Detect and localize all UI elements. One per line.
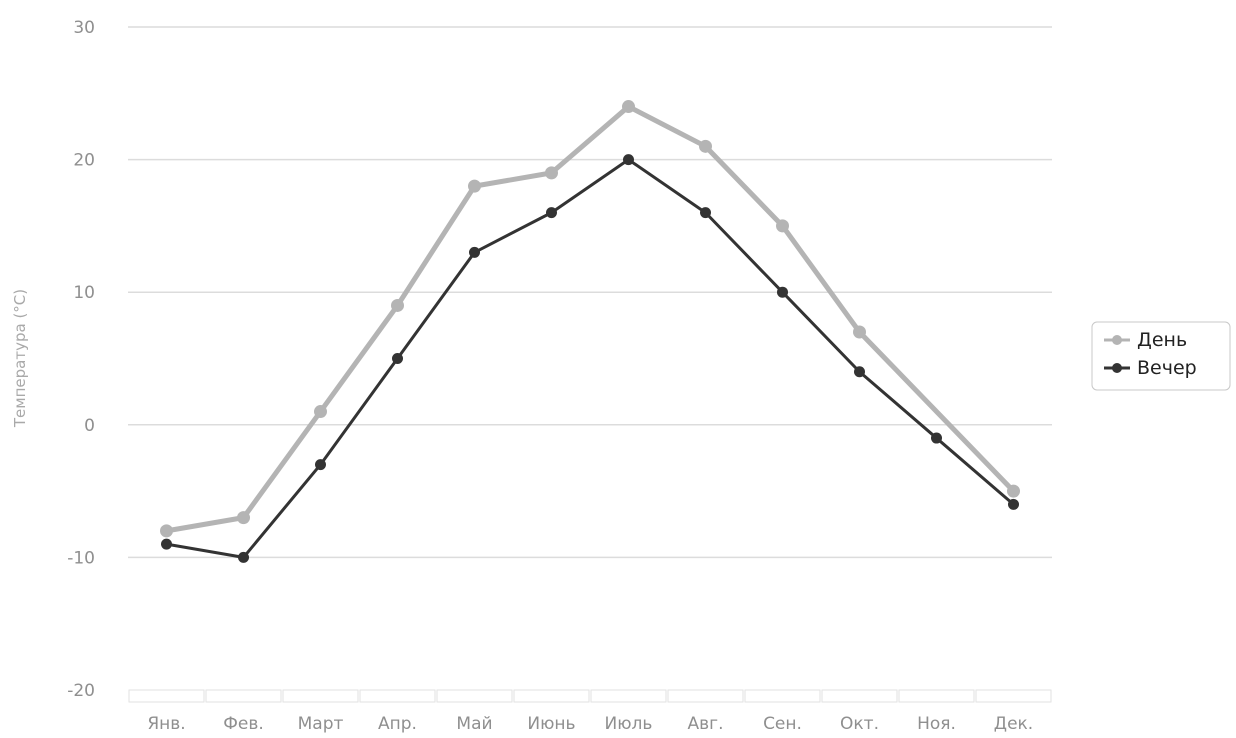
data-point[interactable] [1008, 498, 1019, 510]
x-category-band [205, 689, 282, 703]
data-point[interactable] [160, 524, 173, 538]
data-point[interactable] [468, 179, 481, 193]
x-tick-label: Янв. [147, 714, 185, 734]
data-point[interactable] [776, 219, 789, 233]
data-point[interactable] [853, 325, 866, 339]
data-point[interactable] [469, 246, 480, 258]
x-category-band [282, 689, 359, 703]
y-tick-label: -20 [67, 681, 95, 701]
data-point[interactable] [545, 166, 558, 180]
x-tick-label: Март [298, 714, 344, 734]
x-tick-label: Сен. [763, 714, 802, 734]
data-point[interactable] [237, 511, 250, 525]
data-point[interactable] [314, 405, 327, 419]
x-category-band [821, 689, 898, 703]
y-tick-label: 30 [73, 18, 95, 38]
data-point[interactable] [391, 298, 404, 312]
series-line[interactable] [165, 158, 1015, 559]
y-tick-label: -10 [67, 548, 95, 568]
y-axis-ticks: 30 20 10 0 -10 -20 [67, 18, 95, 701]
x-category-band [744, 689, 821, 703]
x-category-band [359, 689, 436, 703]
x-tick-label: Апр. [378, 714, 417, 734]
x-category-band [667, 689, 744, 703]
data-point[interactable] [699, 139, 712, 153]
legend-marker-day [1112, 335, 1122, 345]
x-tick-label: Фев. [223, 714, 264, 734]
data-point[interactable] [700, 207, 711, 219]
data-point[interactable] [622, 100, 635, 114]
x-category-band [898, 689, 975, 703]
x-tick-label: Июль [605, 714, 653, 734]
data-point[interactable] [238, 551, 249, 563]
x-category-band [513, 689, 590, 703]
data-point[interactable] [931, 432, 942, 444]
series-layer [160, 100, 1020, 563]
series-day[interactable] [160, 100, 1020, 538]
x-axis: Янв. Фев. Март Апр. Май Июнь Июль Авг. Сен. Окт. Н… [128, 689, 1052, 734]
x-category-band [436, 689, 513, 703]
x-category-band [128, 689, 205, 703]
series-line[interactable] [164, 104, 1016, 534]
y-tick-label: 20 [73, 151, 95, 171]
data-point[interactable] [777, 286, 788, 298]
data-point[interactable] [546, 207, 557, 219]
data-point[interactable] [392, 353, 403, 364]
legend-marker-evening [1112, 363, 1122, 373]
x-tick-label: Июнь [527, 714, 575, 734]
y-tick-label: 0 [84, 416, 95, 436]
x-tick-label: Май [456, 714, 492, 734]
data-point[interactable] [161, 538, 172, 550]
data-point[interactable] [1007, 484, 1020, 498]
y-axis-title: Температура (°C) [11, 289, 29, 428]
y-tick-label: 10 [73, 283, 95, 303]
series-evening[interactable] [161, 154, 1019, 563]
x-tick-label: Дек. [994, 714, 1033, 734]
legend-label-day: День [1137, 329, 1187, 351]
x-tick-label: Авг. [688, 714, 724, 734]
x-tick-label: Ноя. [917, 714, 956, 734]
data-point[interactable] [315, 459, 326, 471]
data-point[interactable] [854, 366, 865, 378]
grid-layer [128, 26, 1052, 559]
x-category-band [975, 689, 1052, 703]
x-category-band [590, 689, 667, 703]
legend-label-evening: Вечер [1137, 357, 1197, 379]
data-point[interactable] [623, 154, 634, 166]
x-tick-label: Окт. [840, 714, 879, 734]
legend[interactable]: День Вечер [1091, 321, 1231, 391]
